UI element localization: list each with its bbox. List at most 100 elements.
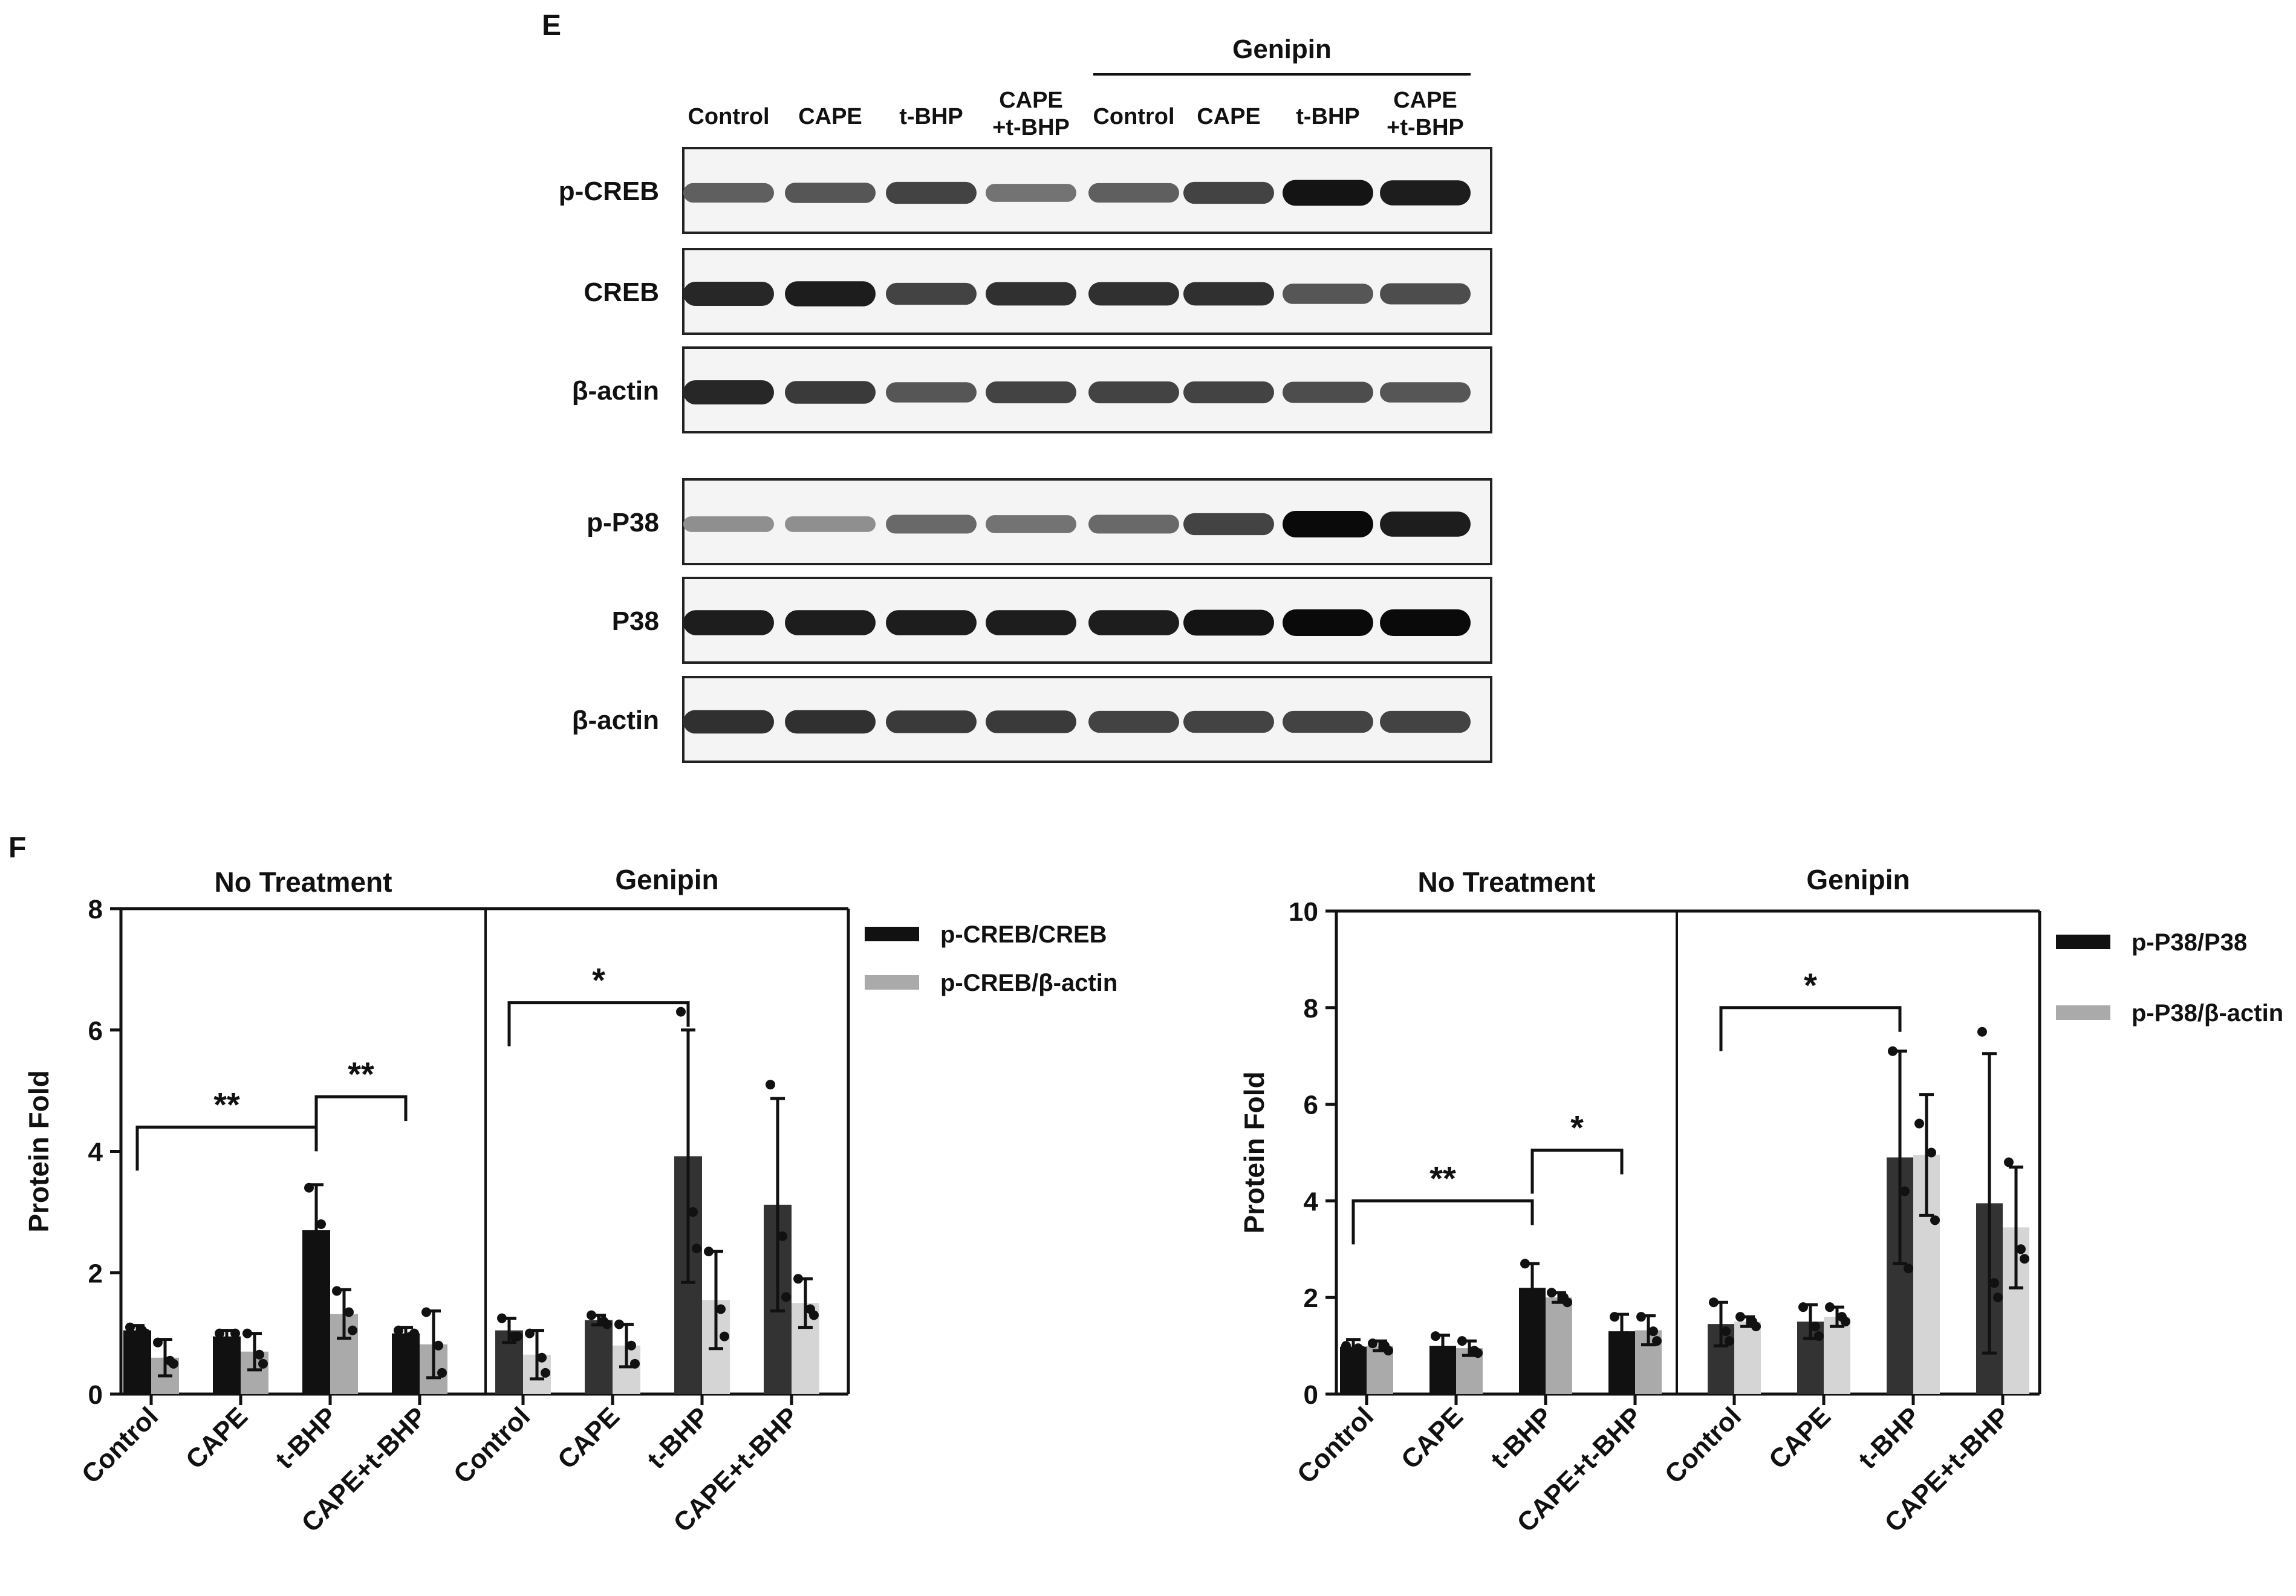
point-s1-3-1 [1648,1326,1658,1337]
legend-label-1: p-P38/β-actin [2132,1000,2283,1027]
blot-band-4-3 [986,610,1076,635]
point-s0-1-2 [1446,1348,1456,1358]
lane-label-2-line1: t-BHP [899,104,963,129]
sig-bracket-0 [1351,1199,1534,1245]
point-s0-1-0 [1431,1331,1440,1341]
blot-band-0-2 [886,181,977,204]
point-s0-3-2 [409,1328,419,1338]
group-label-1: Genipin [1806,864,1910,895]
y-tick-label-3: 6 [88,1016,103,1046]
point-s1-0-0 [1368,1338,1377,1349]
point-s1-6-2 [1930,1215,1940,1225]
blot-band-5-5 [1183,710,1274,733]
point-s1-4-2 [1751,1322,1761,1332]
group-label-0: No Treatment [1418,866,1596,898]
bar-s1-4 [1734,1322,1761,1394]
blot-row-label-0: p-CREB [559,177,659,206]
point-s0-6-1 [688,1207,698,1217]
legend-label-0: p-CREB/CREB [940,921,1107,948]
blot-band-0-3 [986,184,1076,202]
point-s1-6-0 [1914,1118,1924,1129]
point-s1-0-0 [153,1337,163,1348]
point-s1-4-2 [541,1367,550,1378]
blot-band-3-2 [886,514,977,534]
point-s0-5-1 [1810,1322,1820,1332]
bar-s0-0 [123,1330,151,1394]
lane-label-7-line2: +t-BHP [1387,115,1464,140]
blot-row-0: p-CREB [559,147,1492,234]
lane-label-0-line1: Control [688,104,769,129]
y-tick-label-4: 8 [1304,994,1318,1023]
blot-band-3-6 [1283,511,1373,537]
blot-band-5-0 [683,710,774,734]
point-s0-2-1 [316,1219,326,1229]
blot-row-label-3: p-P38 [587,508,659,537]
blot-row-4: P38 [612,577,1492,664]
point-s0-5-2 [1814,1331,1824,1341]
blot-band-4-1 [785,610,876,635]
y-tick-label-1: 2 [88,1259,103,1288]
point-s1-1-2 [258,1358,268,1369]
blot-band-4-4 [1088,610,1179,635]
point-s0-4-2 [513,1331,522,1341]
x-tick-label-2: t-BHP [1485,1401,1558,1474]
point-s1-3-2 [1652,1336,1662,1346]
sig-label-2: * [592,961,605,999]
lane-label-4-line1: Control [1093,104,1174,129]
sig-bracket-1 [1530,1149,1624,1194]
y-tick-label-0: 0 [88,1380,103,1410]
bar-s1-2 [1546,1297,1572,1394]
sig-bracket-0 [135,1125,318,1171]
blot-row-label-4: P38 [612,606,659,636]
blot-row-label-5: β-actin [572,706,659,735]
blot-band-5-3 [986,710,1076,733]
blot-band-4-0 [683,610,774,635]
point-s0-4-1 [1721,1326,1731,1337]
chart-p-creb: No Treatment Genipin 0 2 4 6 8 Protein Fold Cont… [23,864,1117,1538]
point-s1-6-0 [704,1247,714,1257]
point-s0-6-0 [676,1007,686,1017]
blot-band-0-0 [683,183,774,203]
point-s1-3-0 [1636,1312,1646,1322]
point-s0-4-0 [497,1313,507,1323]
point-s0-5-0 [1798,1302,1808,1312]
blot-band-1-3 [986,282,1076,306]
point-s1-1-1 [255,1349,264,1360]
point-s1-5-0 [1825,1302,1835,1312]
point-s1-7-2 [2020,1254,2029,1264]
group-label-1: Genipin [615,864,718,895]
point-s0-0-2 [141,1328,151,1338]
blot-band-3-4 [1088,514,1179,534]
y-tick-label-2: 4 [88,1138,103,1167]
point-s0-6-2 [692,1244,701,1254]
blot-band-1-2 [886,282,977,305]
blot-band-5-2 [886,710,977,733]
panel-label-e: E [542,10,561,42]
point-s0-7-0 [766,1080,775,1090]
point-s1-3-2 [437,1367,447,1378]
blot-band-2-2 [886,382,977,403]
bar-s0-5 [585,1320,613,1394]
x-tick-label-5: CAPE [552,1401,625,1474]
blot-band-4-5 [1183,609,1274,636]
point-s0-7-2 [781,1292,791,1302]
blot-row-2: β-actin [572,346,1492,433]
lane-label-5-line1: CAPE [1197,104,1261,129]
group-label-0: No Treatment [215,866,392,898]
blot-band-4-2 [886,610,977,635]
sig-bracket-2 [507,1001,690,1046]
lane-label-6-line1: t-BHP [1296,104,1360,129]
sig-bracket-2 [1719,1006,1902,1051]
point-s1-2-1 [344,1307,354,1317]
x-tick-label-6: t-BHP [642,1401,715,1474]
point-s1-5-0 [614,1319,624,1329]
point-s0-5-2 [602,1319,612,1329]
point-s0-4-0 [1709,1297,1719,1308]
point-s1-5-1 [626,1340,636,1351]
blot-group-label: Genipin [1232,34,1332,64]
y-tick-label-5: 10 [1289,897,1318,927]
blot-band-2-4 [1088,381,1179,404]
point-s1-4-0 [1735,1312,1745,1322]
blot-band-1-6 [1283,284,1373,304]
